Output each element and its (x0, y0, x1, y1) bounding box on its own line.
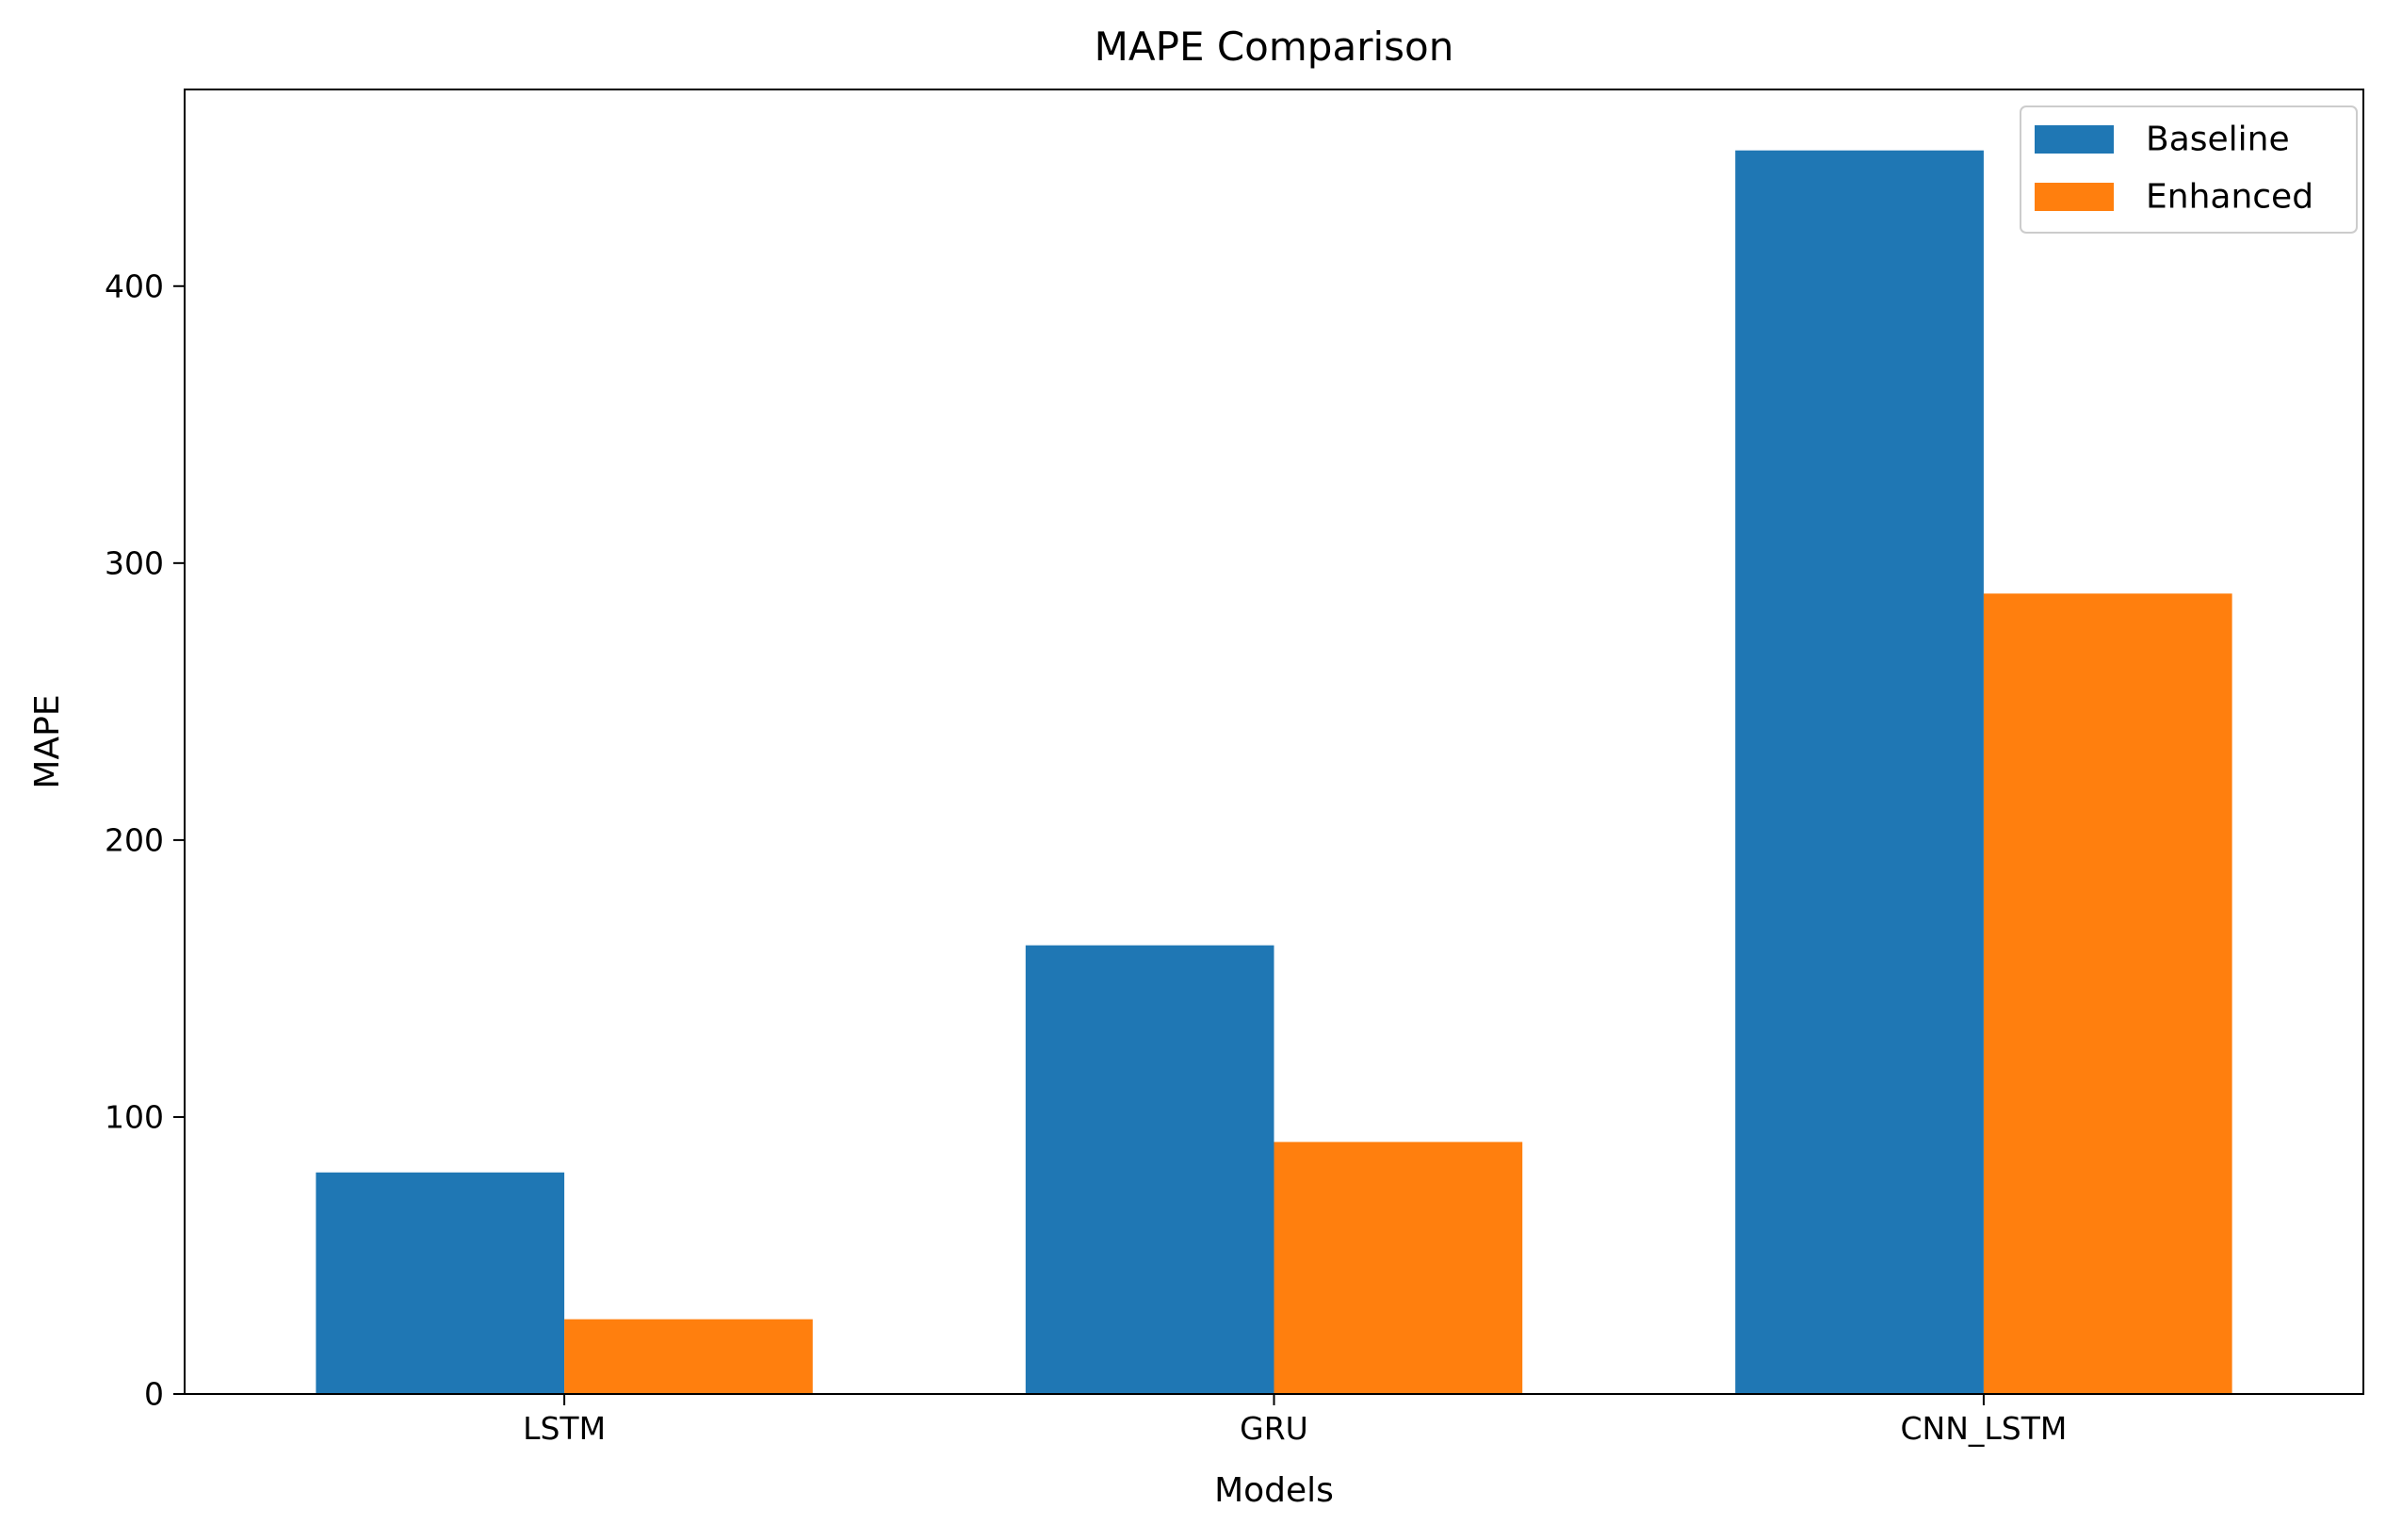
x-tick-label-gru: GRU (1240, 1410, 1308, 1447)
bar-enhanced-cnn-lstm (1983, 593, 2232, 1394)
bar-baseline-lstm (316, 1172, 565, 1394)
x-tick-label-lstm: LSTM (523, 1410, 606, 1447)
bar-baseline-cnn-lstm (1735, 150, 1984, 1394)
y-axis-ticks: 0 100 200 300 400 (105, 267, 185, 1413)
legend-label-baseline: Baseline (2146, 121, 2290, 159)
legend-swatch-baseline (2035, 125, 2114, 154)
x-axis-title: Models (1214, 1471, 1334, 1510)
plot-frame (184, 89, 2364, 1395)
y-tick-label: 0 (144, 1376, 164, 1413)
y-axis-title: MAPE (28, 694, 67, 788)
y-tick-label: 300 (105, 544, 164, 581)
y-tick-label: 400 (105, 267, 164, 304)
bar-baseline-gru (1025, 945, 1274, 1394)
bars-layer (316, 150, 2232, 1394)
legend-label-enhanced: Enhanced (2146, 178, 2313, 217)
y-tick-label: 100 (105, 1098, 164, 1135)
y-tick-label: 200 (105, 821, 164, 858)
bar-enhanced-lstm (564, 1319, 813, 1394)
bar-enhanced-gru (1274, 1142, 1523, 1394)
legend: Baseline Enhanced (2020, 105, 2358, 234)
chart-title: MAPE Comparison (1095, 24, 1454, 70)
legend-swatch-enhanced (2035, 183, 2114, 211)
x-axis-ticks: LSTM GRU CNN_LSTM (523, 1394, 2067, 1447)
x-tick-label-cnn-lstm: CNN_LSTM (1900, 1410, 2067, 1447)
